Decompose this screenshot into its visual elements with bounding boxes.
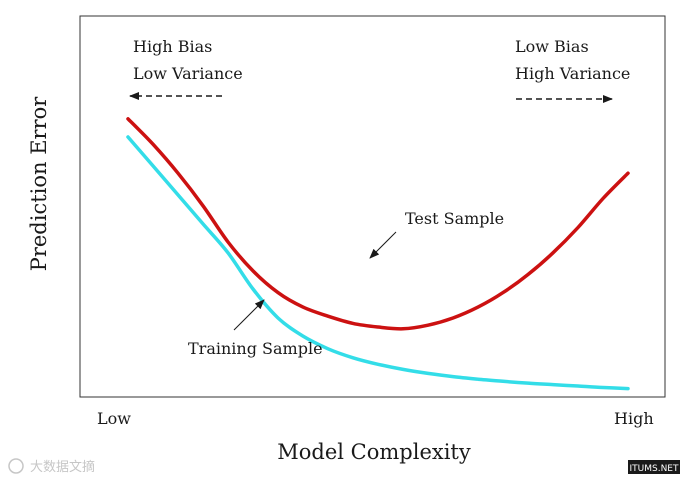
test-sample-pointer — [369, 231, 397, 259]
watermark-left: 大数据文摘 — [8, 458, 95, 475]
test-sample-curve — [126, 117, 630, 331]
watermark-left-text: 大数据文摘 — [30, 459, 95, 475]
watermark-logo-icon — [8, 458, 24, 474]
y-axis-title: Prediction Error — [27, 96, 51, 272]
high-bias-label: High Bias — [133, 37, 212, 56]
low-bias-label: Low Bias — [515, 37, 589, 56]
high-variance-label: High Variance — [515, 64, 630, 83]
training-sample-curve — [126, 135, 630, 391]
plot-frame — [79, 15, 666, 398]
x-tick-high: High — [614, 409, 654, 428]
x-axis-title: Model Complexity — [277, 440, 471, 464]
watermark-right: ITUMS.NET — [628, 460, 680, 474]
series-layer — [126, 117, 630, 391]
training-sample-pointer — [233, 299, 265, 331]
watermark-right-text: ITUMS.NET — [630, 464, 679, 474]
low-variance-label: Low Variance — [133, 64, 243, 83]
test-sample-label: Test Sample — [405, 209, 504, 228]
x-tick-low: Low — [97, 409, 131, 428]
training-sample-label: Training Sample — [188, 339, 323, 358]
